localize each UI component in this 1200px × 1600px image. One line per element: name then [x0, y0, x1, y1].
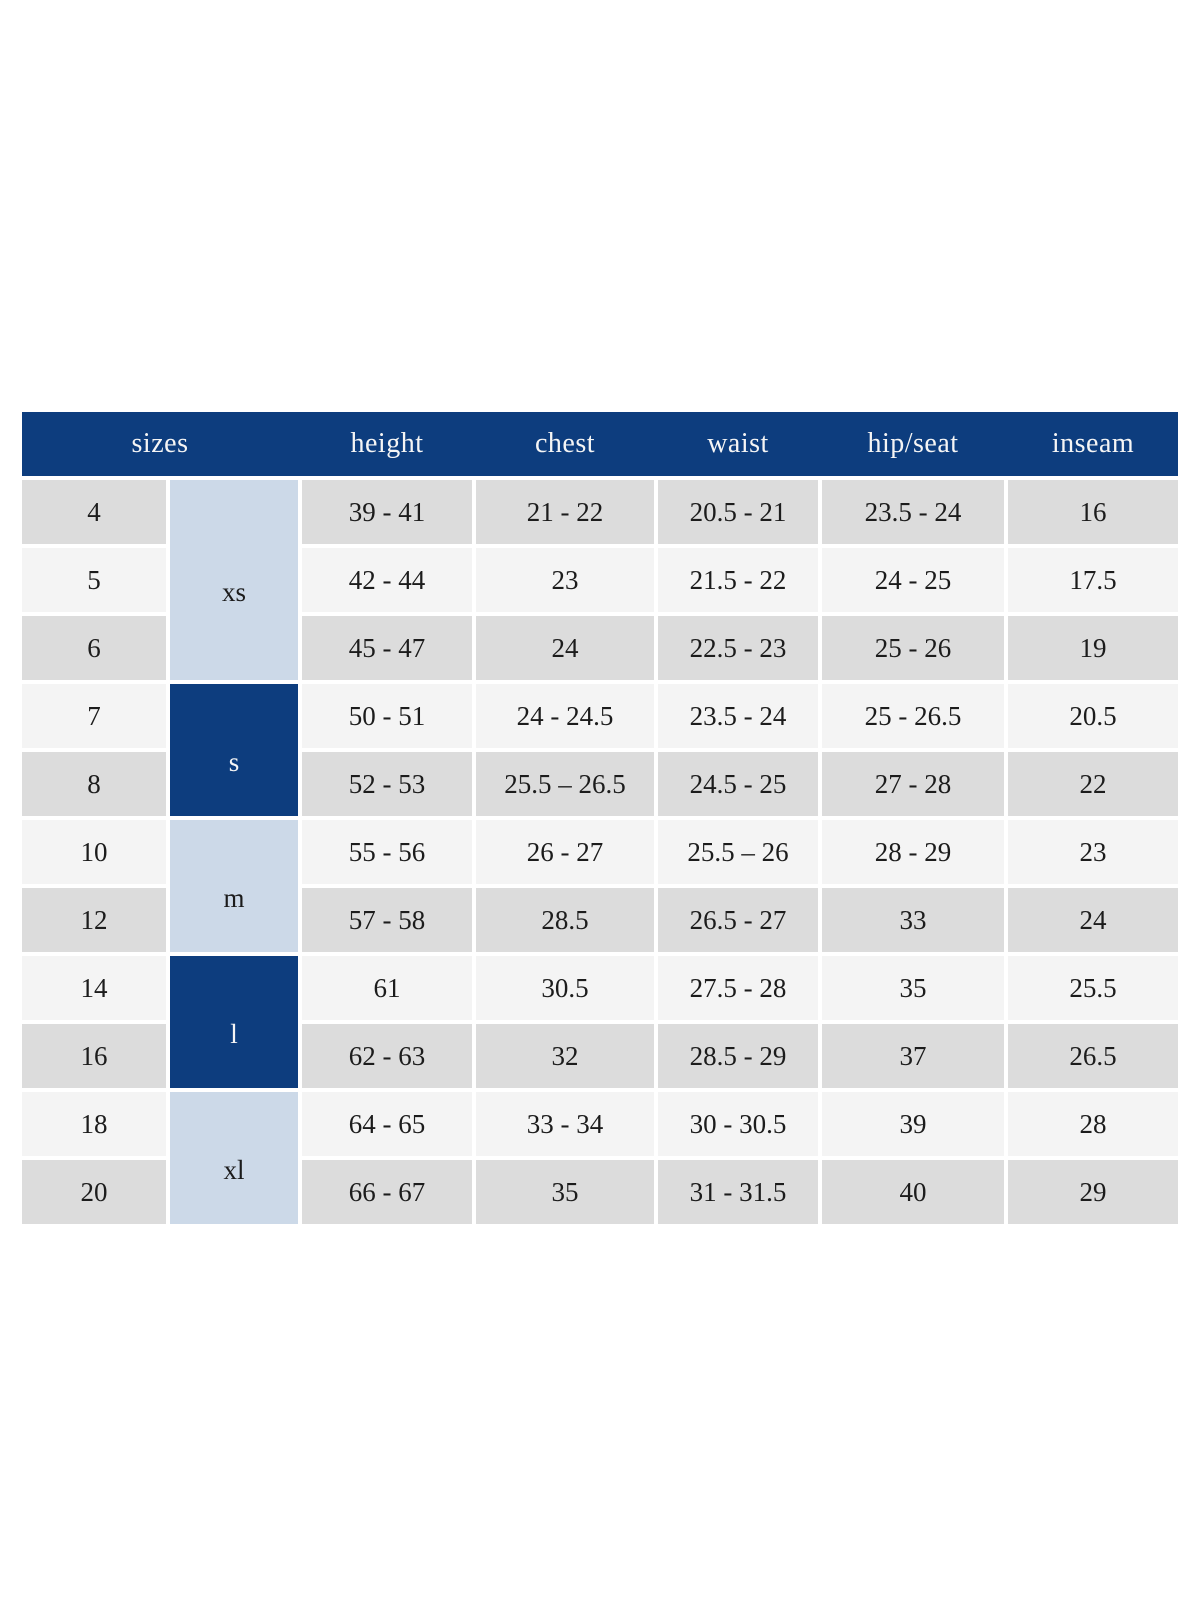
size-cell: 6 — [22, 616, 166, 680]
group-cell-m: m — [170, 820, 298, 952]
size-cell: 16 — [22, 1024, 166, 1088]
size-cell: 12 — [22, 888, 166, 952]
header-sizes: sizes — [131, 428, 189, 459]
header-height: height — [350, 428, 424, 459]
group-label: l — [230, 1018, 238, 1049]
inseam-cell: 29 — [1008, 1160, 1178, 1224]
size-cell: 7 — [22, 684, 166, 748]
inseam-cell: 28 — [1008, 1092, 1178, 1156]
waist-cell: 30 - 30.5 — [658, 1092, 818, 1156]
waist-cell: 28.5 - 29 — [658, 1024, 818, 1088]
size-cell: 4 — [22, 480, 166, 544]
group-cell-s: s — [170, 684, 298, 816]
inseam-cell: 19 — [1008, 616, 1178, 680]
waist-cell: 27.5 - 28 — [658, 956, 818, 1020]
waist-cell: 26.5 - 27 — [658, 888, 818, 952]
height-cell: 39 - 41 — [302, 480, 472, 544]
hip-seat-cell: 25 - 26 — [822, 616, 1004, 680]
header-hip-seat: hip/seat — [867, 428, 959, 459]
chest-cell: 24 - 24.5 — [476, 684, 654, 748]
size-cell: 5 — [22, 548, 166, 612]
height-cell: 42 - 44 — [302, 548, 472, 612]
inseam-cell: 23 — [1008, 820, 1178, 884]
height-cell: 45 - 47 — [302, 616, 472, 680]
hip-seat-cell: 35 — [822, 956, 1004, 1020]
inseam-cell: 24 — [1008, 888, 1178, 952]
height-cell: 52 - 53 — [302, 752, 472, 816]
inseam-cell: 22 — [1008, 752, 1178, 816]
hip-seat-cell: 40 — [822, 1160, 1004, 1224]
size-cell: 10 — [22, 820, 166, 884]
group-label: m — [223, 882, 245, 913]
height-cell: 61 — [302, 956, 472, 1020]
inseam-cell: 25.5 — [1008, 956, 1178, 1020]
hip-seat-cell: 37 — [822, 1024, 1004, 1088]
waist-cell: 25.5 – 26 — [658, 820, 818, 884]
group-cell-l: l — [170, 956, 298, 1088]
waist-cell: 21.5 - 22 — [658, 548, 818, 612]
group-cell-xl: xl — [170, 1092, 298, 1224]
height-cell: 64 - 65 — [302, 1092, 472, 1156]
group-cell-xs: xs — [170, 480, 298, 680]
height-cell: 50 - 51 — [302, 684, 472, 748]
inseam-cell: 17.5 — [1008, 548, 1178, 612]
group-label: xs — [221, 576, 246, 607]
hip-seat-cell: 28 - 29 — [822, 820, 1004, 884]
waist-cell: 20.5 - 21 — [658, 480, 818, 544]
chest-cell: 35 — [476, 1160, 654, 1224]
chest-cell: 24 — [476, 616, 654, 680]
hip-seat-cell: 24 - 25 — [822, 548, 1004, 612]
height-cell: 55 - 56 — [302, 820, 472, 884]
group-label: s — [228, 746, 240, 777]
chest-cell: 30.5 — [476, 956, 654, 1020]
size-cell: 8 — [22, 752, 166, 816]
waist-cell: 23.5 - 24 — [658, 684, 818, 748]
chest-cell: 32 — [476, 1024, 654, 1088]
table-body: 4 xs 39 - 41 21 - 22 20.5 - 21 23.5 - 24… — [22, 480, 1178, 1224]
chest-cell: 25.5 – 26.5 — [476, 752, 654, 816]
chest-cell: 26 - 27 — [476, 820, 654, 884]
table-header-row: sizes height chest waist hip/seat inseam — [22, 412, 1178, 476]
header-inseam: inseam — [1051, 428, 1135, 459]
hip-seat-cell: 25 - 26.5 — [822, 684, 1004, 748]
size-cell: 14 — [22, 956, 166, 1020]
height-cell: 62 - 63 — [302, 1024, 472, 1088]
waist-cell: 31 - 31.5 — [658, 1160, 818, 1224]
inseam-cell: 20.5 — [1008, 684, 1178, 748]
header-waist: waist — [707, 428, 769, 459]
size-cell: 20 — [22, 1160, 166, 1224]
chest-cell: 33 - 34 — [476, 1092, 654, 1156]
size-chart-table: sizes height chest waist hip/seat inseam… — [22, 412, 1178, 1224]
size-cell: 18 — [22, 1092, 166, 1156]
inseam-cell: 26.5 — [1008, 1024, 1178, 1088]
chest-cell: 21 - 22 — [476, 480, 654, 544]
hip-seat-cell: 39 — [822, 1092, 1004, 1156]
header-chest: chest — [534, 428, 596, 459]
hip-seat-cell: 27 - 28 — [822, 752, 1004, 816]
chest-cell: 23 — [476, 548, 654, 612]
waist-cell: 24.5 - 25 — [658, 752, 818, 816]
height-cell: 57 - 58 — [302, 888, 472, 952]
hip-seat-cell: 33 — [822, 888, 1004, 952]
height-cell: 66 - 67 — [302, 1160, 472, 1224]
group-label: xl — [223, 1154, 245, 1185]
hip-seat-cell: 23.5 - 24 — [822, 480, 1004, 544]
inseam-cell: 16 — [1008, 480, 1178, 544]
waist-cell: 22.5 - 23 — [658, 616, 818, 680]
chest-cell: 28.5 — [476, 888, 654, 952]
